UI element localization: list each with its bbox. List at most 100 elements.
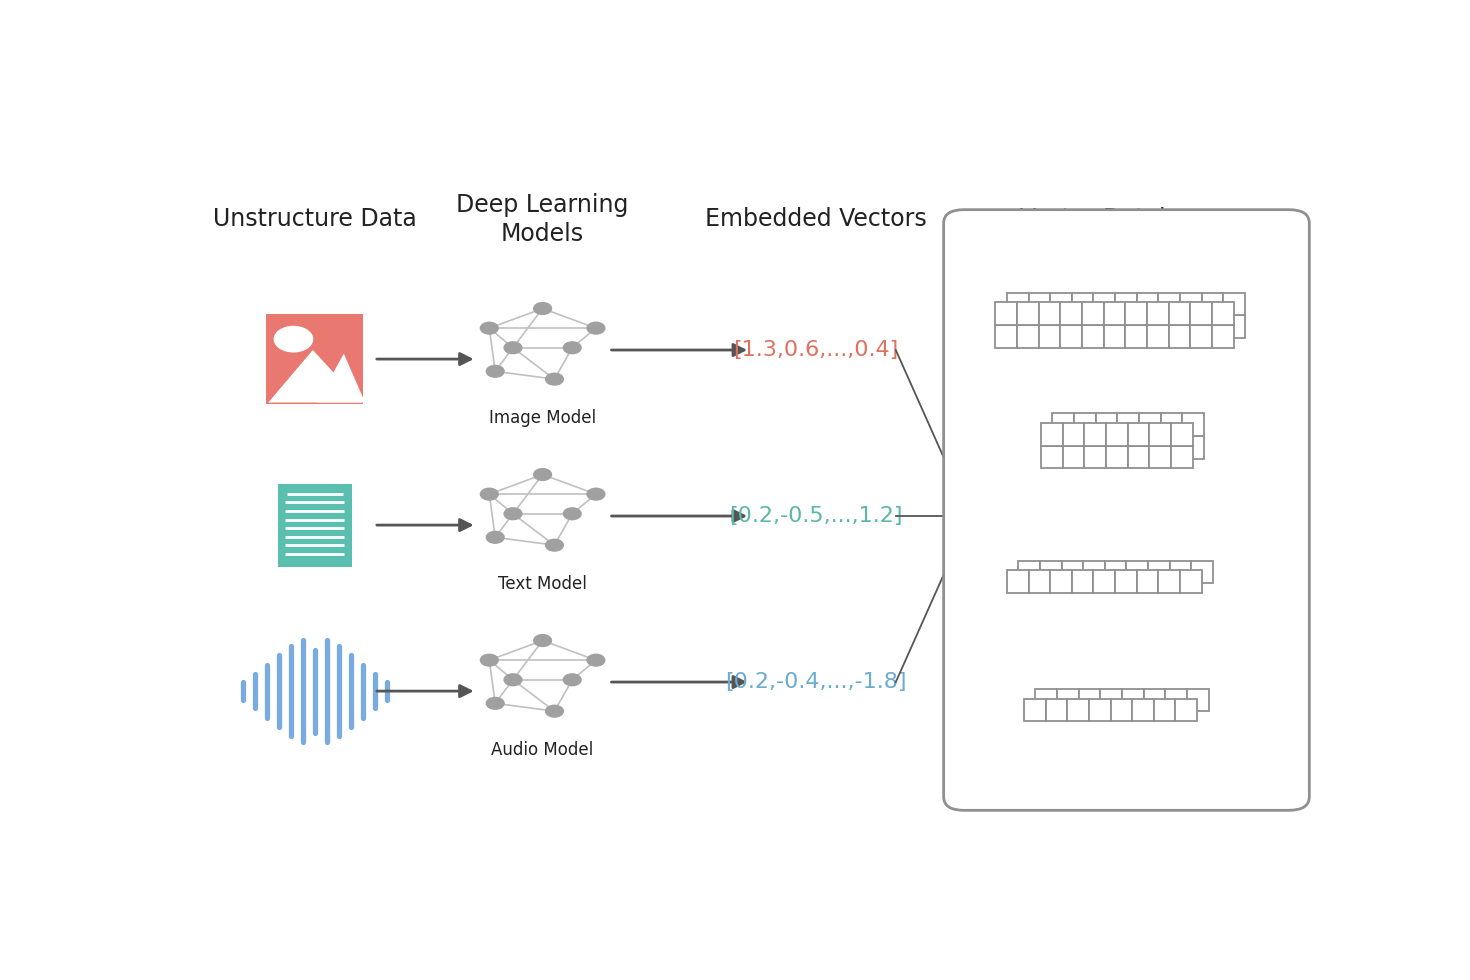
Bar <box>1053 414 1075 436</box>
Circle shape <box>563 508 581 519</box>
Bar <box>1166 689 1186 711</box>
Bar <box>1110 699 1132 721</box>
Bar <box>1127 446 1150 468</box>
Bar <box>1045 699 1067 721</box>
Bar <box>1158 570 1180 593</box>
Circle shape <box>504 674 522 686</box>
Bar <box>1127 423 1150 446</box>
Bar <box>1017 325 1039 348</box>
Bar <box>1029 293 1050 316</box>
Bar <box>1170 561 1191 583</box>
Bar <box>1132 699 1154 721</box>
Circle shape <box>481 488 498 500</box>
Circle shape <box>545 539 563 551</box>
FancyBboxPatch shape <box>278 483 351 566</box>
Text: Vector Database: Vector Database <box>1020 208 1216 231</box>
Circle shape <box>487 366 504 377</box>
Text: [0.2,-0.4,...,-1.8]: [0.2,-0.4,...,-1.8] <box>725 672 907 692</box>
Bar <box>1079 689 1100 711</box>
Text: Deep Learning
Models: Deep Learning Models <box>456 193 629 246</box>
Bar <box>1172 423 1192 446</box>
Bar <box>1105 423 1127 446</box>
Bar <box>1061 561 1083 583</box>
Bar <box>1161 436 1182 459</box>
Bar <box>1180 316 1201 338</box>
Bar <box>1017 303 1039 325</box>
Bar <box>1223 316 1245 338</box>
Bar <box>995 303 1017 325</box>
Bar <box>1176 699 1197 721</box>
Circle shape <box>563 674 581 686</box>
Bar <box>1150 446 1172 468</box>
Bar <box>1147 303 1169 325</box>
Bar <box>1105 561 1126 583</box>
Bar <box>1148 561 1170 583</box>
Bar <box>1007 293 1029 316</box>
Bar <box>1050 316 1072 338</box>
Bar <box>1100 689 1122 711</box>
Bar <box>1007 570 1029 593</box>
Bar <box>1050 570 1072 593</box>
Bar <box>1063 446 1085 468</box>
Polygon shape <box>316 354 365 403</box>
Bar <box>1126 325 1147 348</box>
Bar <box>1072 570 1094 593</box>
Bar <box>1201 316 1223 338</box>
Bar <box>1072 293 1094 316</box>
Circle shape <box>275 326 313 352</box>
Bar <box>1186 689 1208 711</box>
Bar <box>1158 293 1180 316</box>
Bar <box>1007 316 1029 338</box>
Bar <box>1105 446 1127 468</box>
Bar <box>995 325 1017 348</box>
Bar <box>1041 446 1063 468</box>
Bar <box>1182 414 1204 436</box>
Text: Audio Model: Audio Model <box>491 741 594 759</box>
Bar <box>1089 699 1110 721</box>
Bar <box>1075 436 1095 459</box>
Bar <box>1094 570 1116 593</box>
Circle shape <box>534 635 551 647</box>
Circle shape <box>481 322 498 334</box>
Bar <box>1139 436 1161 459</box>
Bar <box>1094 293 1116 316</box>
Bar <box>1191 325 1211 348</box>
Bar <box>1191 303 1211 325</box>
Circle shape <box>487 531 504 543</box>
Bar <box>1067 699 1089 721</box>
Bar <box>1161 414 1182 436</box>
Circle shape <box>504 508 522 519</box>
Bar <box>1029 570 1050 593</box>
Bar <box>1180 570 1201 593</box>
Bar <box>1072 316 1094 338</box>
Bar <box>1150 423 1172 446</box>
FancyBboxPatch shape <box>266 314 363 405</box>
Circle shape <box>587 655 604 666</box>
Text: Unstructure Data: Unstructure Data <box>213 208 416 231</box>
Bar <box>1154 699 1176 721</box>
Circle shape <box>563 342 581 354</box>
Circle shape <box>487 698 504 710</box>
Bar <box>1147 325 1169 348</box>
Text: [0.2,-0.5,...,1.2]: [0.2,-0.5,...,1.2] <box>729 506 903 526</box>
Bar <box>1136 570 1158 593</box>
Circle shape <box>534 303 551 315</box>
Bar <box>1083 561 1105 583</box>
Text: Embedded Vectors: Embedded Vectors <box>706 208 928 231</box>
Circle shape <box>545 706 563 717</box>
Bar <box>1029 316 1050 338</box>
Bar <box>1116 293 1136 316</box>
Bar <box>1104 303 1126 325</box>
Bar <box>1053 436 1075 459</box>
Bar <box>1060 325 1082 348</box>
Bar <box>1126 303 1147 325</box>
Bar <box>1041 423 1063 446</box>
Text: Image Model: Image Model <box>490 409 597 427</box>
Text: Text Model: Text Model <box>498 575 587 593</box>
Bar <box>1039 325 1060 348</box>
Bar <box>1116 570 1136 593</box>
Bar <box>1182 436 1204 459</box>
Polygon shape <box>269 350 362 403</box>
Bar <box>1039 303 1060 325</box>
Bar <box>1063 423 1085 446</box>
